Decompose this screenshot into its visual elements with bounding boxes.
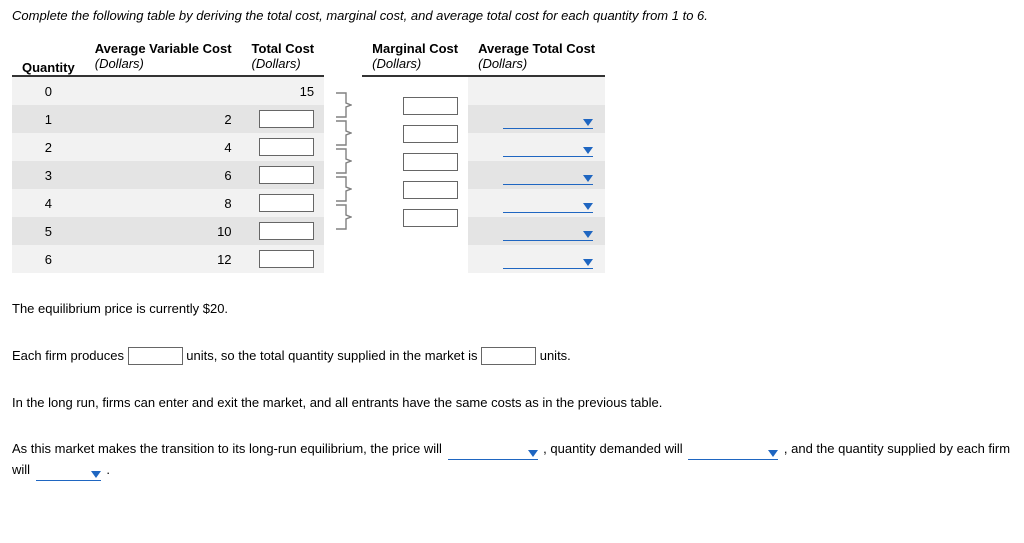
- transition-period: .: [106, 462, 110, 477]
- atc-dropdown[interactable]: [503, 138, 593, 157]
- col-quantity: Quantity: [12, 37, 85, 76]
- avc-cell: 4: [85, 133, 242, 161]
- chevron-down-icon: [583, 119, 593, 126]
- firm-produces-part2: units, so the total quantity supplied in…: [186, 348, 477, 363]
- atc-cell: [468, 217, 605, 245]
- table-row: 48: [12, 189, 605, 217]
- quantity-cell: 5: [12, 217, 85, 245]
- col-avc: Average Variable Cost(Dollars): [85, 37, 242, 76]
- tc-input[interactable]: [259, 250, 314, 268]
- atc-dropdown[interactable]: [503, 110, 593, 129]
- mc-cell: [362, 245, 468, 273]
- quantity-demanded-dropdown[interactable]: [688, 441, 778, 460]
- avc-cell: 2: [85, 105, 242, 133]
- atc-cell: [468, 133, 605, 161]
- firm-produces-part3: units.: [540, 348, 571, 363]
- tc-cell: [242, 133, 325, 161]
- tc-cell: [242, 217, 325, 245]
- col-brace: [324, 37, 362, 76]
- tc-cell: [242, 245, 325, 273]
- quantity-cell: 6: [12, 245, 85, 273]
- quantity-cell: 3: [12, 161, 85, 189]
- mc-input[interactable]: [403, 209, 458, 227]
- price-will-dropdown[interactable]: [448, 441, 538, 460]
- atc-cell: [468, 161, 605, 189]
- brace-cell: [324, 217, 362, 245]
- mc-input[interactable]: [403, 125, 458, 143]
- mc-input[interactable]: [403, 97, 458, 115]
- tc-cell: 15: [242, 76, 325, 105]
- tc-input[interactable]: [259, 222, 314, 240]
- brace-cell: [324, 245, 362, 273]
- table-row: 12: [12, 105, 605, 133]
- tc-input[interactable]: [259, 138, 314, 156]
- firm-units-input[interactable]: [128, 347, 183, 365]
- chevron-down-icon: [91, 471, 101, 478]
- chevron-down-icon: [583, 231, 593, 238]
- atc-dropdown[interactable]: [503, 166, 593, 185]
- chevron-down-icon: [583, 259, 593, 266]
- atc-dropdown[interactable]: [503, 222, 593, 241]
- chevron-down-icon: [583, 203, 593, 210]
- tc-input[interactable]: [259, 110, 314, 128]
- quantity-supplied-dropdown[interactable]: [36, 462, 101, 481]
- instruction-text: Complete the following table by deriving…: [12, 8, 1012, 23]
- mc-cell: [362, 217, 468, 245]
- firm-produces-sentence: Each firm produces units, so the total q…: [12, 346, 1012, 367]
- atc-cell: [468, 189, 605, 217]
- chevron-down-icon: [528, 450, 538, 457]
- atc-cell: [468, 105, 605, 133]
- quantity-cell: 2: [12, 133, 85, 161]
- quantity-cell: 1: [12, 105, 85, 133]
- equilibrium-price-text: The equilibrium price is currently $20.: [12, 299, 1012, 320]
- mc-input[interactable]: [403, 153, 458, 171]
- market-units-input[interactable]: [481, 347, 536, 365]
- atc-cell: [468, 76, 605, 105]
- avc-cell: 8: [85, 189, 242, 217]
- chevron-down-icon: [583, 175, 593, 182]
- table-row: 24: [12, 133, 605, 161]
- col-tc: Total Cost(Dollars): [242, 37, 325, 76]
- chevron-down-icon: [768, 450, 778, 457]
- tc-input[interactable]: [259, 166, 314, 184]
- table-row: 510: [12, 217, 605, 245]
- avc-cell: [85, 76, 242, 105]
- table-row: 612: [12, 245, 605, 273]
- chevron-down-icon: [583, 147, 593, 154]
- quantity-cell: 0: [12, 76, 85, 105]
- tc-cell: [242, 161, 325, 189]
- atc-dropdown[interactable]: [503, 250, 593, 269]
- transition-part2: , quantity demanded will: [543, 441, 682, 456]
- col-mc: Marginal Cost(Dollars): [362, 37, 468, 76]
- atc-dropdown[interactable]: [503, 194, 593, 213]
- col-atc: Average Total Cost(Dollars): [468, 37, 605, 76]
- atc-cell: [468, 245, 605, 273]
- table-row: 36: [12, 161, 605, 189]
- transition-part1: As this market makes the transition to i…: [12, 441, 442, 456]
- tc-cell: [242, 105, 325, 133]
- avc-cell: 12: [85, 245, 242, 273]
- avc-cell: 10: [85, 217, 242, 245]
- avc-cell: 6: [85, 161, 242, 189]
- cost-table: Quantity Average Variable Cost(Dollars) …: [12, 37, 605, 273]
- mc-input[interactable]: [403, 181, 458, 199]
- tc-input[interactable]: [259, 194, 314, 212]
- transition-sentence: As this market makes the transition to i…: [12, 439, 1012, 481]
- quantity-cell: 4: [12, 189, 85, 217]
- tc-cell: [242, 189, 325, 217]
- table-row: 0 15: [12, 76, 605, 105]
- firm-produces-part1: Each firm produces: [12, 348, 124, 363]
- long-run-text: In the long run, firms can enter and exi…: [12, 393, 1012, 414]
